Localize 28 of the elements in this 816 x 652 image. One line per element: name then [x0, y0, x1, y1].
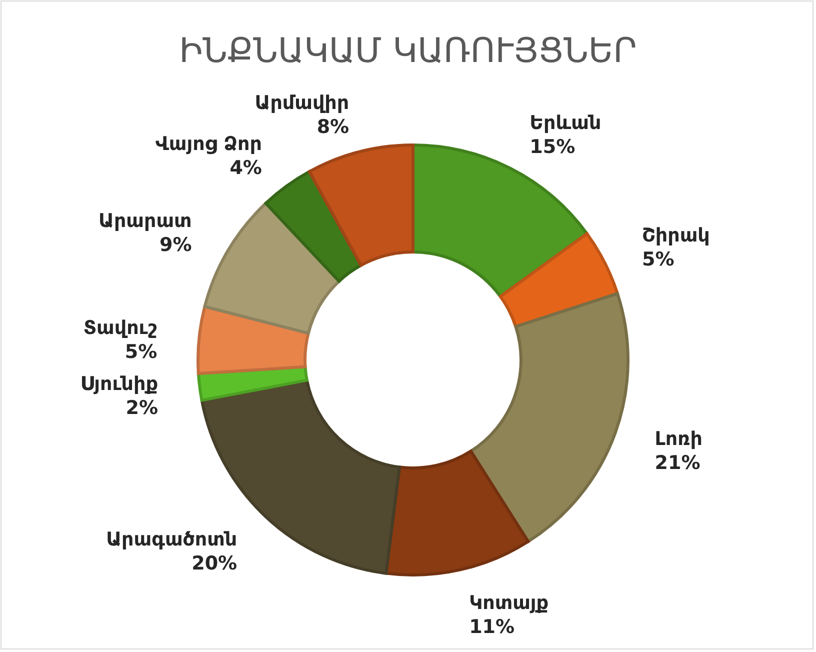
donut-slice [264, 170, 362, 283]
data-label: 8% [316, 116, 350, 138]
data-label: 4% [230, 157, 262, 180]
data-label: 5% [642, 248, 674, 270]
slice-label: Լոռի [654, 428, 702, 450]
data-label: 20% [192, 552, 238, 574]
slice-label: Արարատ [98, 210, 192, 232]
slice-label: Շիրակ [642, 224, 710, 246]
chart-title: ԻՆՔՆԱԿԱՄ ԿԱՌՈՒՅՑՆԵՐ [179, 31, 637, 71]
slice-label: Արագածոտն [106, 528, 238, 550]
donut-slice [384, 450, 530, 576]
slice-label: Տավուշ [83, 316, 158, 339]
slice-label: Կոտայք [469, 592, 549, 614]
data-label: 11% [469, 616, 515, 638]
donut-slice [196, 305, 310, 375]
data-label: 15% [530, 136, 576, 158]
donut-slice [498, 232, 619, 328]
donut-slice [308, 144, 414, 267]
slice-label: Վայոց Ձոր [155, 133, 262, 156]
donut-slice [203, 202, 341, 335]
slice-label: Արմավիր [254, 92, 350, 114]
data-label: 5% [124, 340, 158, 363]
data-label: 21% [654, 452, 700, 474]
data-label: 2% [126, 397, 158, 420]
slice-label: Երևան [530, 112, 602, 134]
slice-label: Սյունիք [80, 373, 158, 396]
donut-slice [469, 292, 630, 544]
data-label: 9% [160, 234, 192, 256]
